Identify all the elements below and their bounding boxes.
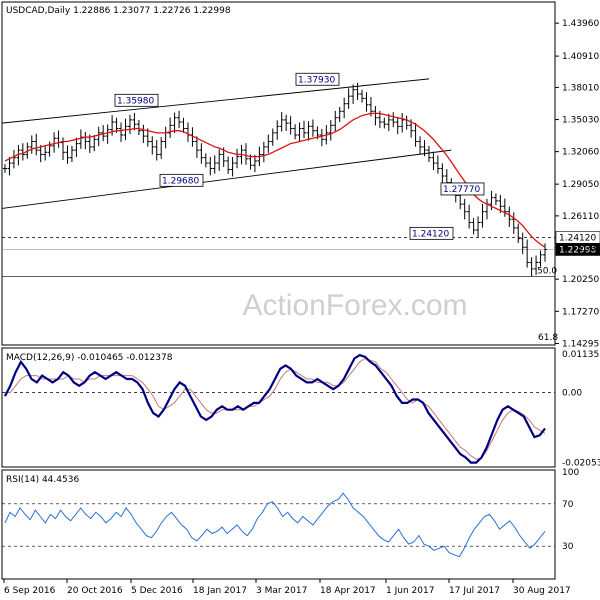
channel-lower-line	[1, 149, 452, 209]
rsi-tick-label: 30	[562, 542, 574, 552]
fib-61-label: 61.8	[538, 333, 558, 343]
x-tick-label: 1 Jun 2017	[386, 586, 434, 596]
rsi-line	[4, 492, 546, 558]
rsi-header: RSI(14) 44.4536	[6, 475, 79, 485]
price-panel-frame	[1, 1, 556, 346]
price-tick-label: 1.29050	[562, 180, 599, 190]
x-tick-label: 3 Mar 2017	[256, 586, 307, 596]
swing-label: 1.37930	[298, 75, 335, 85]
swing-label-box	[409, 226, 454, 240]
watermark: ActionForex.com	[242, 289, 467, 322]
price-tag-label: 1.22998	[559, 245, 596, 255]
x-tick-label: 20 Oct 2016	[67, 586, 123, 596]
price-tick-label: 1.26110	[562, 212, 599, 222]
axis-labels: 1.43960 1.40910 1.38010 1.35030 1.32060 1.290…	[3, 19, 600, 596]
x-tick-label: 17 Jul 2017	[449, 586, 500, 596]
annotation-labels: 1.35980 1.29680 1.37930 1.27770 1.24120 1.241…	[114, 72, 600, 343]
swing-label-box	[114, 93, 159, 107]
price-header: USDCAD,Daily 1.22886 1.23077 1.22726 1.2…	[6, 6, 231, 16]
x-tick-label: 6 Sep 2016	[4, 586, 56, 596]
macd-panel-frame	[1, 347, 556, 468]
grid-lines	[2, 236, 555, 547]
x-tick-label: 30 Aug 2017	[513, 586, 571, 596]
price-tick-label: 1.32060	[562, 148, 599, 158]
swing-label: 1.35980	[117, 96, 154, 106]
x-tick-label: 18 Jan 2017	[193, 586, 247, 596]
price-tick-label: 1.23140	[562, 244, 599, 254]
swing-label: 1.29680	[162, 176, 199, 186]
swing-label-box	[295, 72, 340, 86]
price-tick-label: 1.14295	[562, 339, 599, 349]
rsi-main-line	[4, 492, 546, 558]
moving-average	[4, 112, 546, 248]
price-tick-label: 1.38010	[562, 83, 599, 93]
macd-signal-line	[5, 357, 546, 460]
ma-line	[4, 112, 546, 248]
swing-label-box	[159, 173, 204, 187]
trend-channel	[1, 78, 452, 209]
price-tag-label: 1.24120	[559, 233, 596, 243]
x-tick-label: 18 Apr 2017	[320, 586, 376, 596]
macd-header: MACD(12,26,9) -0.010465 -0.012378	[6, 353, 173, 363]
price-tick-label: 1.17270	[562, 307, 599, 317]
rsi-tick-label: 100	[562, 468, 579, 478]
macd-tick-label: 0.011355	[562, 350, 600, 360]
fib-50-label: 50.0	[537, 266, 557, 276]
swing-label: 1.24120	[412, 229, 449, 239]
price-tick-label: 1.40910	[562, 52, 599, 62]
price-tick-label: 1.20250	[562, 275, 599, 285]
price-bars	[3, 82, 547, 277]
rsi-panel-frame	[1, 469, 556, 580]
rsi-tick-label: 70	[562, 500, 574, 510]
channel-upper-line	[1, 78, 430, 124]
macd-main-line	[4, 353, 546, 464]
swing-label: 1.27770	[443, 185, 480, 195]
price-tick-label: 1.35030	[562, 116, 599, 126]
price-tick-label: 1.43960	[562, 19, 599, 29]
price-tag-box	[555, 243, 600, 256]
macd-lines	[4, 353, 546, 464]
x-tick-label: 5 Dec 2016	[131, 586, 183, 596]
swing-label-box	[440, 182, 485, 196]
macd-tick-label: 0.00	[562, 389, 582, 399]
